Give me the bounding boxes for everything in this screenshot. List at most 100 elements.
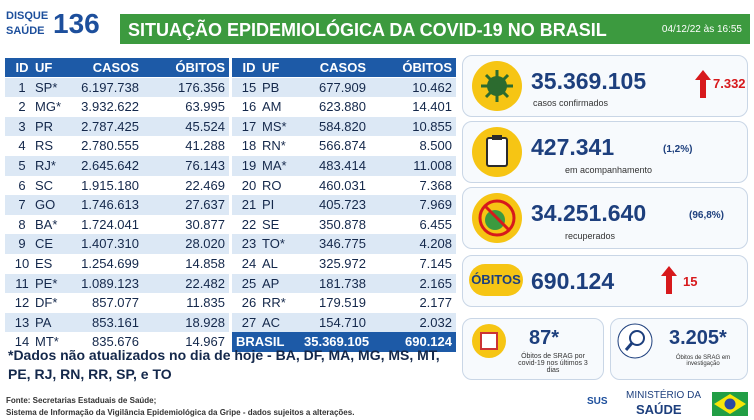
table-cell: 8 bbox=[18, 216, 26, 232]
table-cell: AL bbox=[262, 256, 278, 271]
row-bg bbox=[5, 195, 229, 215]
table-cell: 346.775 bbox=[319, 236, 366, 252]
table-cell: 6 bbox=[18, 177, 26, 193]
column-header: ÓBITOS bbox=[402, 60, 452, 75]
calendar-icon bbox=[472, 324, 506, 358]
table-cell: 350.878 bbox=[319, 216, 366, 232]
table-header-bg bbox=[5, 58, 229, 77]
table-cell: 176.356 bbox=[178, 79, 225, 95]
row-bg bbox=[5, 273, 229, 294]
table-cell: 18 bbox=[241, 138, 257, 154]
row-bg bbox=[5, 175, 229, 196]
logo-number: 136 bbox=[53, 8, 100, 39]
table-cell: PE* bbox=[35, 275, 58, 291]
row-bg bbox=[232, 97, 456, 117]
table-cell: 63.995 bbox=[185, 99, 225, 115]
row-bg bbox=[5, 234, 229, 254]
table-cell: 7 bbox=[18, 197, 26, 213]
row-bg bbox=[5, 136, 229, 156]
table-cell: 14.858 bbox=[185, 256, 225, 271]
srag-label: Óbitos de SRAG por covid-19 nos últimos … bbox=[518, 353, 588, 374]
table-cell: 11.835 bbox=[186, 295, 225, 311]
table-cell: PR bbox=[35, 118, 54, 134]
table-cell: 4.208 bbox=[419, 236, 452, 252]
table-cell: 14.401 bbox=[412, 99, 452, 115]
table-cell: 181.738 bbox=[319, 275, 366, 291]
table-cell: 405.723 bbox=[319, 197, 366, 213]
investigation-value: 3.205* bbox=[669, 327, 727, 349]
date: 04/12/22 às 16:55 bbox=[661, 24, 742, 35]
table-cell: MA* bbox=[262, 158, 287, 173]
table-cell: 11.008 bbox=[413, 158, 452, 173]
table-cell: DF* bbox=[35, 295, 58, 311]
table-cell: 7.368 bbox=[419, 177, 452, 193]
recovered-value: 34.251.640 bbox=[531, 200, 647, 226]
table-cell: GO bbox=[35, 197, 56, 213]
table-cell: 2.177 bbox=[419, 295, 452, 311]
total-cell: 35.369.105 bbox=[304, 334, 370, 350]
table-cell: 835.676 bbox=[92, 334, 139, 350]
table-cell: TO* bbox=[262, 236, 285, 252]
table-cell: 27 bbox=[241, 314, 257, 330]
source-line: Sistema de Informação da Vigilância Epid… bbox=[6, 408, 355, 417]
table-cell: RS bbox=[35, 138, 54, 154]
table-cell: 25 bbox=[241, 275, 257, 291]
deaths-title: ÓBITOS bbox=[469, 264, 523, 296]
card-recovered: 34.251.640 (96,8%) recuperados bbox=[462, 187, 748, 249]
sus-logo: SUS bbox=[587, 396, 608, 407]
table-cell: 10 bbox=[14, 256, 30, 271]
investigation-label: Óbitos de SRAG em investigação bbox=[675, 355, 731, 367]
table-cell: MS* bbox=[262, 118, 287, 134]
ministry-bottom: SAÚDE bbox=[636, 402, 682, 417]
srag-value: 87* bbox=[529, 327, 560, 349]
card-deaths: ÓBITOS 690.124 15 bbox=[462, 255, 748, 307]
brazil-flag bbox=[712, 392, 748, 416]
table-cell: 17 bbox=[241, 118, 257, 134]
table-cell: 566.874 bbox=[319, 138, 366, 154]
table-cell: 7.969 bbox=[419, 197, 452, 213]
row-bg bbox=[5, 312, 229, 333]
virus-icon bbox=[472, 61, 522, 111]
table-cell: 13 bbox=[14, 314, 30, 330]
row-bg bbox=[5, 156, 229, 176]
column-header: CASOS bbox=[92, 60, 139, 75]
table-cell: 76.143 bbox=[185, 158, 225, 173]
table-cell: 6.197.738 bbox=[81, 79, 139, 95]
card-confirmed: 35.369.105 7.332 casos confirmados bbox=[462, 55, 748, 117]
table-cell: 26 bbox=[241, 295, 257, 311]
table-cell: 1.089.123 bbox=[81, 275, 139, 291]
column-header: UF bbox=[262, 60, 280, 75]
table-cell: 179.519 bbox=[319, 295, 366, 311]
recovered-label: recuperados bbox=[565, 231, 616, 241]
row-bg bbox=[5, 116, 229, 137]
table-cell: 2.780.555 bbox=[81, 138, 139, 154]
table-cell: 623.880 bbox=[319, 99, 366, 115]
table-cell: 2.032 bbox=[419, 314, 452, 330]
table-cell: 28.020 bbox=[185, 236, 225, 252]
table-cell: RN* bbox=[262, 138, 286, 154]
table-cell: 10.462 bbox=[412, 79, 452, 95]
table-cell: SP* bbox=[35, 79, 58, 95]
table-cell: 16 bbox=[241, 99, 257, 115]
confirmed-new: 7.332 bbox=[713, 76, 746, 91]
table-cell: 584.820 bbox=[319, 118, 366, 134]
table-cell: 45.524 bbox=[185, 118, 225, 134]
monitoring-percent: (1,2%) bbox=[663, 144, 693, 155]
table-header-bg bbox=[232, 58, 456, 77]
table-cell: CE bbox=[35, 236, 54, 252]
card-investigation: 3.205* Óbitos de SRAG em investigação bbox=[610, 318, 748, 380]
total-cell: 690.124 bbox=[405, 334, 452, 350]
column-header: ID bbox=[242, 60, 256, 75]
table-cell: MT* bbox=[35, 334, 59, 350]
table-cell: 15 bbox=[241, 79, 257, 95]
table-cell: 6.455 bbox=[419, 216, 452, 232]
table-cell: 2 bbox=[18, 99, 26, 115]
table-cell: 1 bbox=[18, 79, 26, 95]
row-bg bbox=[5, 214, 229, 235]
table-cell: ES bbox=[35, 256, 53, 271]
monitoring-value: 427.341 bbox=[531, 134, 615, 160]
table-cell: 677.909 bbox=[319, 79, 366, 95]
table-cell: 41.288 bbox=[185, 138, 225, 154]
column-header: ÓBITOS bbox=[175, 60, 225, 75]
confirmed-label: casos confirmados bbox=[533, 98, 609, 108]
